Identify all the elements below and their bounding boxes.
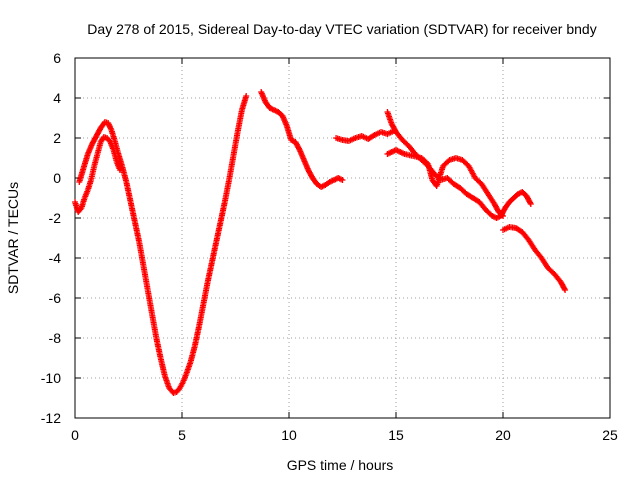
- data-point: [295, 145, 302, 152]
- x-tick-label: 0: [71, 427, 79, 443]
- y-tick-label: -4: [49, 250, 62, 266]
- x-tick-label: 10: [281, 427, 297, 443]
- y-tick-label: 0: [53, 170, 61, 186]
- data-series-7: [500, 224, 569, 293]
- data-point: [339, 177, 346, 183]
- x-axis-label: GPS time / hours: [287, 457, 394, 473]
- axis-ticks: 0 5 10 15 20 25 -12 -10 -8 -6 -4 -2 0 2 4 6: [41, 50, 618, 443]
- x-tick-label: 15: [388, 427, 404, 443]
- y-tick-label: 2: [53, 130, 61, 146]
- data-point: [336, 175, 343, 182]
- data-point: [243, 93, 250, 99]
- data-point: [338, 176, 345, 183]
- data-series-5: [384, 109, 534, 221]
- data-point: [498, 212, 505, 218]
- data-series-4: [333, 128, 397, 144]
- data-point: [500, 213, 506, 219]
- data-point: [562, 287, 569, 293]
- y-tick-label: -10: [41, 370, 61, 386]
- data-series-2: [76, 93, 250, 396]
- data-point: [527, 199, 534, 206]
- data-series-1: [72, 134, 123, 215]
- y-tick-label: -8: [49, 330, 62, 346]
- y-tick-label: -6: [49, 290, 62, 306]
- y-tick-label: 6: [53, 50, 61, 66]
- data-series-6: [384, 147, 506, 219]
- y-tick-label: 4: [53, 90, 61, 106]
- x-tick-label: 20: [495, 427, 511, 443]
- plot-frame: [74, 57, 611, 419]
- y-tick-label: -2: [49, 210, 62, 226]
- y-axis-label: SDTVAR / TECUs: [5, 182, 21, 294]
- grid-lines: [75, 58, 610, 418]
- data-series-3: [258, 89, 346, 190]
- y-tick-label: -12: [41, 410, 61, 426]
- data-point: [527, 201, 534, 207]
- x-tick-label: 5: [178, 427, 186, 443]
- chart-title: Day 278 of 2015, Sidereal Day-to-day VTE…: [87, 21, 596, 37]
- data-point: [561, 285, 568, 292]
- x-tick-label: 25: [602, 427, 618, 443]
- data-series: [72, 89, 569, 396]
